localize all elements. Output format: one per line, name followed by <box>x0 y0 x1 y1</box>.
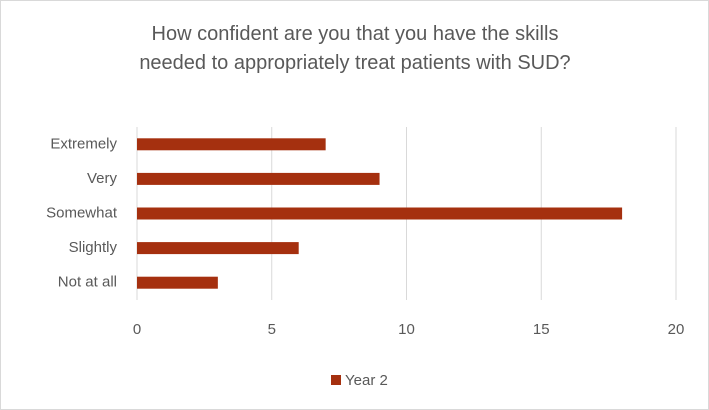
x-tick-label: 20 <box>668 321 685 338</box>
y-tick-label: Very <box>87 170 118 187</box>
bar <box>137 138 326 151</box>
x-tick-label: 0 <box>133 321 141 338</box>
y-tick-label: Not at all <box>58 274 117 291</box>
y-tick-label: Somewhat <box>46 204 118 221</box>
legend-swatch <box>331 375 341 385</box>
bar <box>137 172 380 185</box>
x-tick-label: 15 <box>533 321 550 338</box>
y-tick-label: Slightly <box>69 239 118 256</box>
bar <box>137 242 299 255</box>
legend-label: Year 2 <box>345 372 388 389</box>
x-tick-label: 5 <box>268 321 276 338</box>
bar <box>137 276 218 289</box>
chart-title: How confident are you that you have the … <box>139 23 571 74</box>
bar <box>137 207 623 220</box>
y-tick-label: Extremely <box>50 135 117 152</box>
x-tick-label: 10 <box>398 321 415 338</box>
